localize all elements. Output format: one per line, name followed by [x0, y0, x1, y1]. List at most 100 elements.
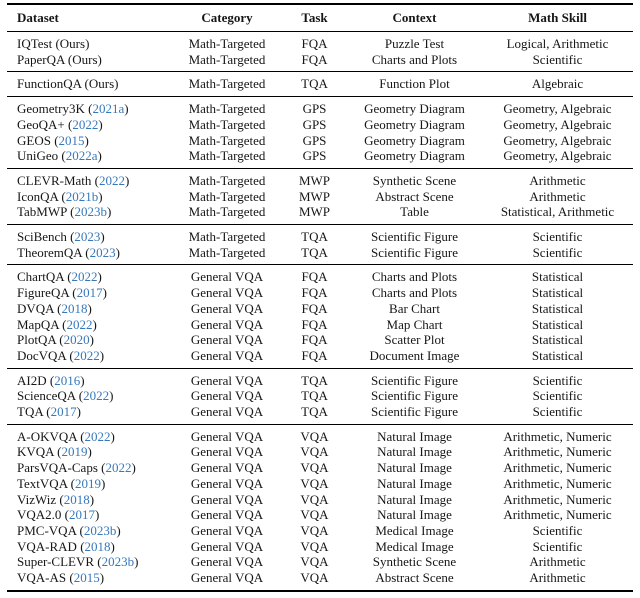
citation-link[interactable]: 2017 [50, 404, 77, 420]
cell-context: Natural Image [377, 428, 452, 444]
cell-context: Charts and Plots [371, 285, 458, 301]
citation-link[interactable]: 2022 [72, 116, 99, 132]
cell-mathskill: Algebraic [531, 76, 584, 92]
cell-mathskill: Statistical, Arithmetic [500, 204, 615, 220]
cell-dataset: VQA-AS (2015) [17, 570, 105, 586]
citation-link[interactable]: 2023b [83, 522, 117, 538]
citation-link[interactable]: 2018 [61, 300, 88, 316]
citation-link[interactable]: 2022 [83, 388, 110, 404]
cell-task: MWP [298, 172, 331, 188]
citation-link[interactable]: 2022 [71, 269, 98, 285]
ours-label: Ours [72, 51, 98, 67]
cell-category: General VQA [190, 538, 264, 554]
cell-context: Puzzle Test [384, 36, 445, 51]
dataset-name: TabMWP [17, 204, 67, 220]
cell-context: Natural Image [377, 475, 452, 491]
cell-category: General VQA [190, 460, 264, 476]
citation-link[interactable]: 2018 [84, 538, 111, 554]
citation-link[interactable]: 2020 [63, 332, 90, 348]
cell-task: VQA [300, 538, 329, 554]
dataset-name: IconQA [17, 188, 59, 204]
cell-task: TQA [301, 404, 328, 420]
datasets-table: Dataset Category Task Context Math Skill… [7, 3, 633, 592]
cell-category: General VQA [190, 428, 264, 444]
citation-link[interactable]: 2021b [65, 188, 99, 204]
citation-link[interactable]: 2018 [63, 491, 90, 507]
cell-dataset: ParsVQA-Caps (2022) [17, 460, 136, 476]
cell-task: GPS [302, 116, 327, 132]
citation-link[interactable]: 2022 [84, 428, 111, 444]
dataset-name: DocVQA [17, 347, 67, 363]
table-row: FigureQA (2017) General VQA FQA Charts and … [7, 285, 633, 301]
cell-category: General VQA [190, 347, 264, 363]
table-row: FunctionQA (Ours) Math-Targeted TQA Functio… [7, 72, 633, 97]
cell-task: TQA [301, 76, 328, 92]
table-row: AI2D (2016) General VQA TQA Scientific Figu… [7, 368, 633, 388]
citation-link[interactable]: 2022 [98, 172, 125, 188]
dataset-name: ChartQA [17, 269, 64, 285]
cell-dataset: PMC-VQA (2023b) [17, 522, 121, 538]
cell-mathskill: Scientific [532, 388, 583, 404]
dataset-name: Super-CLEVR [17, 554, 95, 570]
cell-mathskill: Statistical [531, 332, 584, 348]
table-row: KVQA (2019) General VQA VQA Natural Image Ar… [7, 444, 633, 460]
dataset-name: PaperQA [17, 51, 65, 67]
dataset-name: KVQA [17, 444, 54, 460]
dataset-name: CLEVR-Math [17, 172, 92, 188]
cell-task: VQA [300, 522, 329, 538]
cell-mathskill: Statistical [531, 300, 584, 316]
cell-task: FQA [301, 300, 328, 316]
citation-link[interactable]: 2022 [66, 316, 93, 332]
cell-dataset: ScienceQA (2022) [17, 388, 114, 404]
cell-context: Medical Image [375, 522, 454, 538]
citation-link[interactable]: 2022 [73, 347, 100, 363]
cell-category: Math-Targeted [188, 188, 266, 204]
cell-mathskill: Scientific [532, 522, 583, 538]
cell-category: General VQA [190, 316, 264, 332]
cell-context: Natural Image [377, 460, 452, 476]
cell-task: MWP [298, 204, 331, 220]
cell-dataset: IconQA (2021b) [17, 188, 103, 204]
table-row: PaperQA (Ours) Math-Targeted FQA Charts and… [7, 52, 633, 72]
citation-link[interactable]: 2023b [101, 554, 135, 570]
cell-category: General VQA [190, 507, 264, 523]
citation-link[interactable]: 2023b [74, 204, 107, 220]
cell-context: Synthetic Scene [372, 554, 457, 570]
citation-link[interactable]: 2019 [74, 475, 101, 491]
dataset-name: TextVQA [17, 475, 68, 491]
citation-link[interactable]: 2022a [65, 148, 98, 164]
cell-dataset: GeoQA+ (2022) [17, 116, 103, 132]
cell-category: General VQA [190, 404, 264, 420]
citation-link[interactable]: 2023 [89, 244, 116, 260]
cell-category: General VQA [190, 285, 264, 301]
cell-context: Medical Image [375, 538, 454, 554]
cell-task: TQA [301, 229, 328, 245]
citation-link[interactable]: 2015 [73, 570, 100, 586]
cell-task: FQA [301, 316, 328, 332]
cell-mathskill: Arithmetic [529, 188, 586, 204]
cell-context: Scientific Figure [370, 404, 458, 420]
cell-mathskill: Scientific [532, 244, 583, 260]
table-row: TextVQA (2019) General VQA VQA Natural Imag… [7, 476, 633, 492]
cell-mathskill: Scientific [532, 229, 583, 245]
dataset-name: UniGeo [17, 148, 59, 164]
citation-link[interactable]: 2017 [76, 285, 103, 301]
cell-dataset: TheoremQA (2023) [17, 244, 120, 260]
citation-link[interactable]: 2022 [105, 460, 132, 476]
cell-context: Scatter Plot [384, 332, 445, 348]
dataset-name: VQA-AS [17, 570, 67, 586]
table-group: AI2D (2016) General VQA TQA Scientific Figu… [7, 368, 633, 424]
citation-link[interactable]: 2016 [54, 372, 81, 388]
dataset-name: FunctionQA [17, 76, 82, 92]
citation-link[interactable]: 2023 [74, 229, 101, 245]
citation-link[interactable]: 2015 [58, 132, 85, 148]
cell-context: Synthetic Scene [372, 172, 457, 188]
citation-link[interactable]: 2017 [69, 507, 96, 523]
dataset-name: PMC-VQA [17, 522, 77, 538]
table-row: TabMWP (2023b) Math-Targeted MWP Table Stati… [7, 204, 633, 224]
cell-mathskill: Statistical [531, 316, 584, 332]
cell-mathskill: Arithmetic [529, 570, 586, 586]
cell-mathskill: Scientific [532, 372, 583, 388]
citation-link[interactable]: 2019 [61, 444, 88, 460]
citation-link[interactable]: 2021a [92, 101, 125, 117]
